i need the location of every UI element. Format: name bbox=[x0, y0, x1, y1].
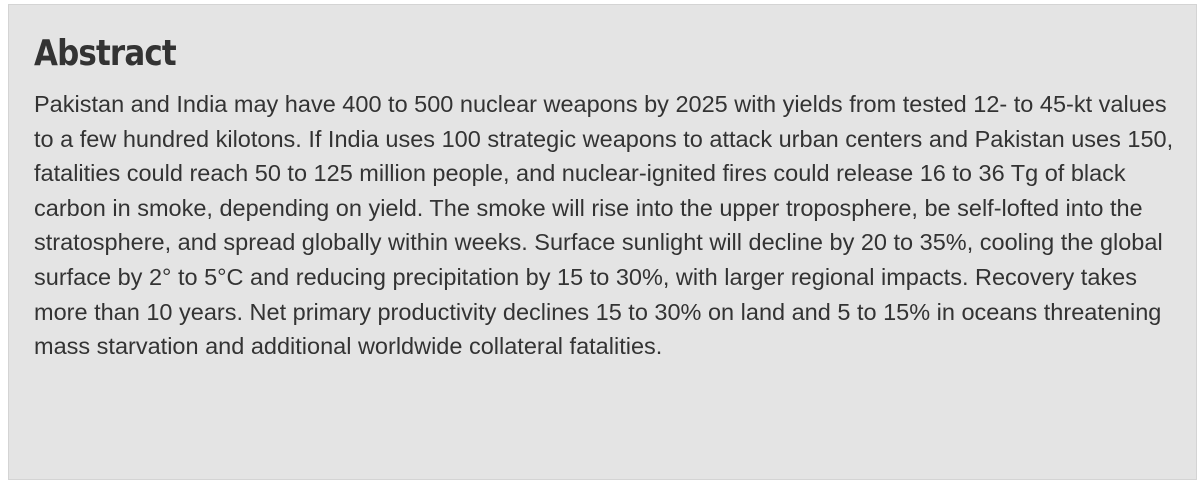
abstract-heading: Abstract bbox=[34, 33, 177, 74]
abstract-panel: Abstract Pakistan and India may have 400… bbox=[8, 4, 1197, 480]
abstract-text: Pakistan and India may have 400 to 500 n… bbox=[34, 91, 1174, 360]
